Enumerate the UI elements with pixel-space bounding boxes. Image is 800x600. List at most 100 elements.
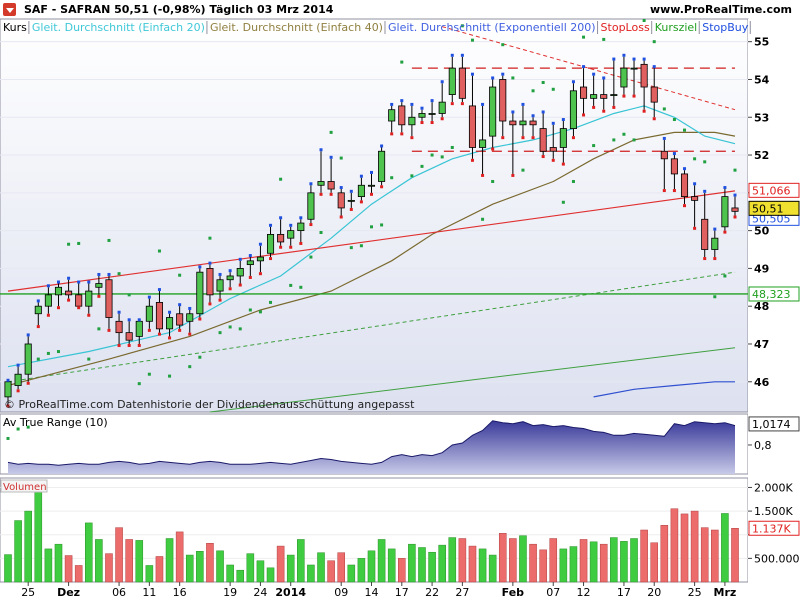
stopbuy-marker [248,254,252,258]
volume-bar [125,539,133,583]
stoploss-marker [248,275,252,279]
stoploss-marker [672,189,676,193]
stoploss-marker [420,121,424,125]
volume-bar [297,539,305,583]
stopbuy-marker [652,65,656,69]
stopbuy-marker [309,182,313,186]
volume-bar [175,531,184,583]
sar-dot [198,355,202,359]
stoploss-marker [6,404,10,408]
volume-bar [34,487,43,583]
sar-dot [147,372,151,376]
volume-bar [307,564,315,583]
volume-bar [569,546,578,583]
candle-body [246,260,254,266]
stopbuy-marker [16,363,20,367]
stoploss-marker [46,313,50,317]
legend-item-0: Kurs [3,21,27,34]
kursziel-label: 48,323 [752,288,791,301]
y-axis-area [748,19,800,600]
stoploss-marker [491,147,495,151]
sar-dot [582,35,586,39]
sar-dot [26,425,30,429]
stoploss-marker [279,245,283,249]
sar-dot [612,138,616,142]
x-tick-label: Feb [502,586,525,599]
stopbuy-marker [46,284,50,288]
stopbuy-marker [561,118,565,122]
sar-dot [683,128,687,132]
prorealtime-logo-icon [3,3,16,16]
candle-body [297,222,305,232]
candle-body [24,343,32,375]
stoploss-label: 51,066 [752,184,791,197]
stopbuy-marker [400,99,404,103]
candle-body [34,305,42,315]
stopbuy-marker [501,72,505,76]
stopbuy-marker [289,223,293,227]
volume-bar [246,553,255,583]
volume-bar [387,548,396,583]
volume-bar [236,569,245,583]
candle-body [135,320,143,337]
stopbuy-marker [460,53,464,57]
stoploss-marker [97,294,101,298]
volume-bar [529,543,537,583]
stoploss-marker [137,343,141,347]
stoploss-marker [612,105,616,109]
candle-body [610,94,618,96]
site-link[interactable]: www.ProRealTime.com [649,3,792,16]
candle-body [347,199,355,202]
stopbuy-marker [622,53,626,57]
stoploss-marker [400,132,404,136]
volume-bar [438,544,446,583]
x-tick-label: 06 [112,586,126,599]
volume-bar [54,543,63,583]
stopbuy-marker [612,57,616,61]
atr-value-label: 1,0174 [752,418,791,431]
stoploss-marker [551,158,555,162]
stoploss-marker [713,257,717,261]
stopbuy-marker [67,276,71,280]
stoploss-marker [642,109,646,113]
price-tick-label: 47 [754,338,769,351]
stoploss-marker [349,207,353,211]
sar-dot [642,19,646,23]
candle-body [236,268,244,277]
stopbuy-marker [36,299,40,303]
candle-body [186,313,194,322]
stopbuy-marker [683,167,687,171]
sar-dot [370,225,373,229]
stoploss-marker [683,204,687,208]
candle-body [44,294,52,307]
sar-dot [188,365,192,369]
x-tick-label: Mrz [714,586,737,599]
candle-body [559,128,567,148]
volume-bar [266,567,275,583]
stoploss-marker [359,200,363,204]
volume-bar [337,552,345,583]
x-tick-label: 12 [577,586,591,599]
candle-body [650,86,658,103]
sar-dot [218,331,222,335]
volume-bar [256,560,265,583]
volume-bar [145,565,154,583]
stoploss-marker [56,306,60,310]
volume-label-box [0,479,48,493]
price-tick-label: 48 [754,300,769,313]
sar-dot [127,293,131,297]
stopbuy-marker [299,216,303,220]
stoploss-marker [582,113,586,117]
sar-dot [420,164,424,168]
candle-body [75,294,83,307]
candle-body [428,113,436,115]
sar-dot [16,427,20,431]
stopbuy-marker [157,288,161,292]
x-axis [0,584,748,600]
volume-bar [317,552,325,583]
volume-bar [660,525,669,583]
sar-dot [137,382,141,386]
x-tick-label: 2014 [275,586,306,599]
stoploss-marker [541,155,545,159]
candle-body [509,120,517,126]
